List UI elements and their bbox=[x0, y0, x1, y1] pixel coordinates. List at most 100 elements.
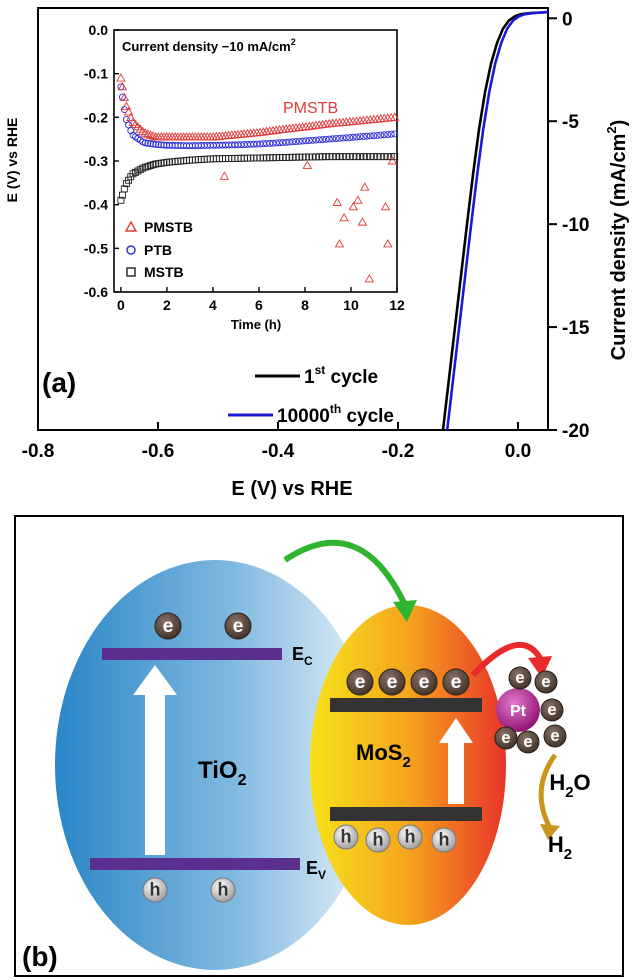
pt-particle bbox=[496, 688, 540, 732]
inset-point-pmstb bbox=[117, 81, 128, 91]
tio2-electron: e bbox=[224, 612, 252, 640]
pt-electron: e bbox=[508, 666, 532, 690]
main-axes: -0.8 -0.6 -0.4 -0.2 0.0 0 -5 -10 -15 -20 bbox=[22, 9, 590, 462]
inset-y-tick-label: -0.1 bbox=[84, 66, 108, 82]
inset-legend: PMSTB PTB MSTB bbox=[124, 219, 193, 280]
mos2-hole: h bbox=[397, 824, 423, 850]
main-series-line-10000th-cycle bbox=[445, 10, 549, 431]
inset-x-tick-label: 4 bbox=[209, 297, 217, 313]
svg-text:h: h bbox=[373, 829, 384, 849]
inset-series-mstb bbox=[117, 153, 399, 204]
inset-outlier-pmstb bbox=[364, 273, 375, 283]
inset-x-axis-label: Time (h) bbox=[231, 317, 281, 332]
inset-point-ptb bbox=[266, 139, 274, 147]
inset-point-ptb bbox=[119, 93, 126, 101]
inset-point-ptb bbox=[144, 139, 152, 147]
main-x-tick-label: 0.0 bbox=[505, 441, 531, 462]
inset-point-pmstb bbox=[389, 112, 400, 121]
svg-text:h: h bbox=[150, 879, 161, 899]
svg-text:e: e bbox=[550, 727, 559, 745]
inset-point-pmstb bbox=[140, 128, 151, 137]
svg-text:h: h bbox=[218, 879, 229, 899]
inset-point-ptb bbox=[370, 132, 378, 140]
inset-point-pmstb bbox=[125, 112, 136, 121]
inset-y-tick-label: 0.0 bbox=[89, 22, 109, 38]
inset-point-ptb bbox=[160, 141, 168, 149]
panel-b-label: (b) bbox=[22, 941, 58, 972]
inset-outlier-pmstb bbox=[302, 160, 313, 169]
mos2-electron: e bbox=[378, 668, 406, 696]
inset-point-ptb bbox=[380, 131, 388, 139]
inset-point-pmstb bbox=[145, 130, 156, 139]
inset-point-ptb bbox=[292, 138, 300, 146]
svg-text:e: e bbox=[419, 671, 430, 693]
inset-point-ptb bbox=[149, 140, 157, 148]
inset-point-ptb bbox=[141, 139, 149, 147]
tio2-hole: h bbox=[210, 877, 236, 903]
inset-y-tick-label: -0.3 bbox=[84, 153, 108, 169]
pt-electron: e bbox=[494, 726, 518, 750]
inset-point-ptb bbox=[263, 140, 271, 147]
main-x-tick-label: -0.8 bbox=[22, 441, 55, 462]
inset-outlier-pmstb bbox=[360, 182, 370, 191]
inset-point-ptb bbox=[302, 137, 310, 145]
inset-point-mstb bbox=[373, 153, 381, 161]
inset-point-ptb bbox=[329, 135, 337, 143]
inset-outlier-pmstb bbox=[353, 195, 363, 204]
tio2-conduction-band bbox=[102, 648, 282, 660]
mos2-conduction-band bbox=[330, 698, 482, 712]
main-x-tick-label: -0.2 bbox=[382, 441, 415, 462]
inset-point-ptb bbox=[339, 134, 347, 142]
inset-point-ptb bbox=[276, 139, 284, 147]
svg-text:e: e bbox=[523, 733, 532, 751]
inset-point-ptb bbox=[353, 133, 361, 141]
inset-point-pmstb bbox=[119, 92, 130, 102]
main-series-group bbox=[441, 10, 549, 431]
inset-outlier-pmstb bbox=[357, 217, 368, 226]
mos2-hole: h bbox=[333, 824, 359, 850]
mos2-electron: e bbox=[410, 668, 438, 696]
inset-point-ptb bbox=[373, 131, 381, 139]
inset-point-ptb bbox=[322, 135, 330, 143]
tio2-label: TiO2 bbox=[198, 757, 247, 789]
inset-point-mstb bbox=[117, 196, 125, 204]
svg-text:e: e bbox=[547, 701, 556, 719]
inset-point-ptb bbox=[349, 133, 357, 141]
legend-label-10000th-cycle: 10000th cycle bbox=[277, 402, 394, 427]
inset-point-ptb bbox=[366, 132, 374, 140]
inset-point-ptb bbox=[155, 141, 162, 149]
main-y-tick-label: -20 bbox=[562, 421, 589, 442]
inset-y-tick-label: -0.2 bbox=[84, 109, 108, 125]
tio2-valence-band bbox=[90, 858, 300, 870]
inset-point-ptb bbox=[309, 136, 317, 144]
h2o-label: H2O bbox=[549, 770, 590, 801]
panel-a-label: (a) bbox=[42, 367, 76, 398]
mos2-label: MoS2 bbox=[356, 740, 411, 771]
inset-point-ptb bbox=[325, 135, 333, 143]
svg-text:e: e bbox=[541, 673, 550, 691]
main-y-tick-label: -5 bbox=[562, 112, 579, 133]
inset-y-tick-label: -0.6 bbox=[84, 284, 108, 300]
electron-transfer-arrow-green bbox=[283, 539, 408, 607]
inset-y-tick-label: -0.4 bbox=[84, 197, 108, 213]
reaction-arrow-gold bbox=[538, 753, 558, 830]
inset-outlier-pmstb bbox=[380, 201, 391, 211]
inset-point-ptb bbox=[299, 137, 307, 145]
inset-x-tick-label: 8 bbox=[301, 297, 309, 313]
right-axis-label: Current density (mA/cm2) bbox=[604, 120, 630, 361]
inset-outlier-pmstb bbox=[334, 239, 345, 248]
pt-electron: e bbox=[540, 698, 564, 722]
inset-point-ptb bbox=[363, 132, 371, 140]
inset-point-ptb bbox=[312, 136, 320, 144]
inset-point-mstb bbox=[136, 166, 144, 174]
main-x-tick-label: -0.4 bbox=[262, 441, 295, 462]
mos2-electron: e bbox=[346, 668, 374, 696]
electron-transfer-arrow-red bbox=[470, 641, 543, 678]
legend-label-ptb: PTB bbox=[144, 242, 172, 258]
inset-x-tick-label: 2 bbox=[163, 297, 171, 313]
legend-label-mstb: MSTB bbox=[144, 264, 184, 280]
panel-a-figure: -0.8 -0.6 -0.4 -0.2 0.0 0 -5 -10 -15 -20 Current … bbox=[4, 7, 630, 500]
inset-point-ptb bbox=[272, 139, 280, 147]
inset-point-mstb bbox=[366, 153, 374, 161]
inset-point-ptb bbox=[342, 134, 350, 142]
